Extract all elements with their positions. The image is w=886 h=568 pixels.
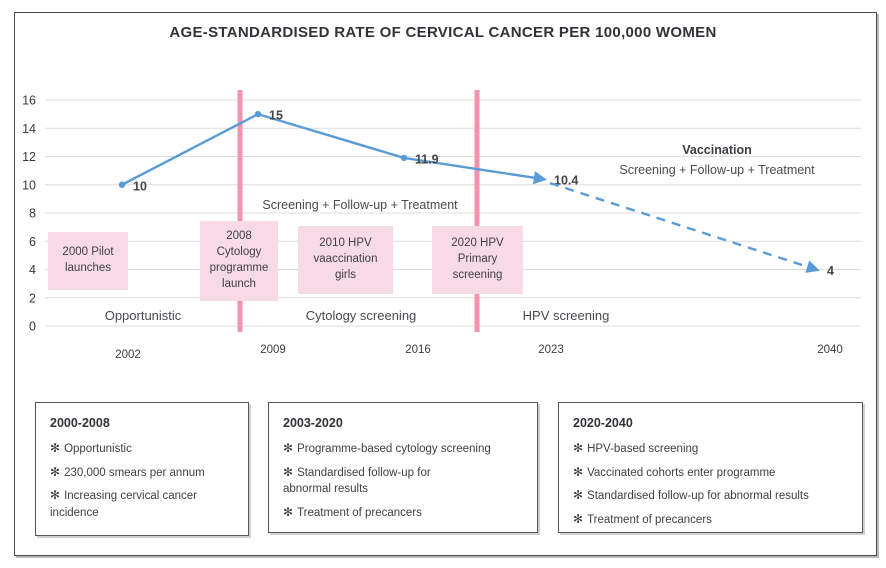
list-item-text: Treatment of precancers [297,507,422,520]
list-item-text: Programme-based cytology screening [297,443,491,456]
x-axis-tick-label: 2016 [405,344,431,356]
list-item: ✻ Treatment of precancers [573,511,848,529]
y-axis-tick-label: 8 [29,207,36,221]
event-box-2008-cytology: 2008 Cytology programme launch [200,221,278,301]
data-point-label: 11.9 [415,152,439,166]
y-axis-tick-label: 16 [22,94,36,108]
x-axis-tick-label: 2040 [817,344,843,356]
list-item-text: Treatment of precancers [587,514,712,527]
asterisk-bullet-icon: ✻ [283,441,294,456]
list-item-text: Vaccinated cohorts enter programme [587,466,776,479]
info-box-2000-2008: 2000-2008 ✻ Opportunistic ✻ 230,000 smears… [35,402,249,536]
annotation: Screening + Follow-up + Treatment [619,163,815,177]
asterisk-bullet-icon: ✻ [283,464,294,479]
data-point-label: 15 [269,109,283,123]
y-axis-tick-label: 4 [29,263,36,277]
x-axis-tick-label: 2009 [260,344,286,356]
y-axis-tick-label: 10 [22,178,36,192]
list-item: ✻ HPV-based screening [573,440,848,458]
list-item-text: Standardised follow-up for abnormal resu… [283,466,431,496]
stage-label: Cytology screening [306,308,417,323]
event-box-2000-pilot: 2000 Pilot launches [48,232,128,290]
asterisk-bullet-icon: ✻ [573,512,584,527]
x-axis-tick-label: 2023 [538,344,564,356]
list-item: ✻ Vaccinated cohorts enter programme [573,464,848,482]
info-box-2003-2020: 2003-2020 ✻ Programme-based cytology scre… [268,402,538,533]
annotation: Vaccination [682,143,751,157]
list-item: ✻ Standardised follow-up for abnormal res… [573,487,848,505]
stage-label: Opportunistic [105,308,182,323]
event-box-2020-hpv-primary: 2020 HPV Primary screening [432,226,523,294]
y-axis-tick-label: 0 [29,320,36,334]
projected-line [549,181,820,273]
list-item: ✻ Increasing cervical cancer incidence [50,487,234,521]
list-item: ✻ Programme-based cytology screening [283,440,523,458]
asterisk-bullet-icon: ✻ [573,464,584,479]
y-axis-tick-label: 12 [22,150,36,164]
stage-label: HPV screening [523,308,610,323]
annotation: Screening + Follow-up + Treatment [262,198,458,212]
event-box-2010-hpv-vaccination: 2010 HPV vaaccination girls [298,226,393,294]
asterisk-bullet-icon: ✻ [283,505,294,520]
asterisk-bullet-icon: ✻ [50,488,61,503]
asterisk-bullet-icon: ✻ [50,464,61,479]
data-point-label: 4 [827,264,834,278]
list-item-text: 230,000 smears per annum [64,466,205,479]
list-item: ✻ Opportunistic [50,440,234,458]
list-item-text: Increasing cervical cancer incidence [50,490,198,520]
list-item: ✻ Treatment of precancers [283,504,523,522]
list-item-text: Opportunistic [64,443,132,456]
data-point-label: 10 [133,179,147,193]
observed-line [121,112,547,186]
y-axis-tick-label: 2 [29,291,36,305]
x-axis-tick-label: 2002 [115,349,141,361]
list-item: ✻ 230,000 smears per annum [50,464,234,482]
list-item: ✻ Standardised follow-up for abnormal res… [283,464,523,498]
y-axis-tick-label: 6 [29,235,36,249]
asterisk-bullet-icon: ✻ [573,441,584,456]
info-box-heading: 2003-2020 [283,416,343,430]
page-title: AGE-STANDARDISED RATE OF CERVICAL CANCER… [169,24,717,41]
info-box-heading: 2000-2008 [50,416,110,430]
list-item-text: HPV-based screening [587,443,699,456]
asterisk-bullet-icon: ✻ [50,441,61,456]
list-item-text: Standardised follow-up for abnormal resu… [587,490,809,503]
info-box-heading: 2020-2040 [573,416,633,430]
info-box-2020-2040: 2020-2040 ✻ HPV-based screening ✻ Vaccinat… [558,402,863,533]
data-point-label: 10.4 [554,174,578,188]
asterisk-bullet-icon: ✻ [573,488,584,503]
y-axis-tick-label: 14 [22,122,36,136]
